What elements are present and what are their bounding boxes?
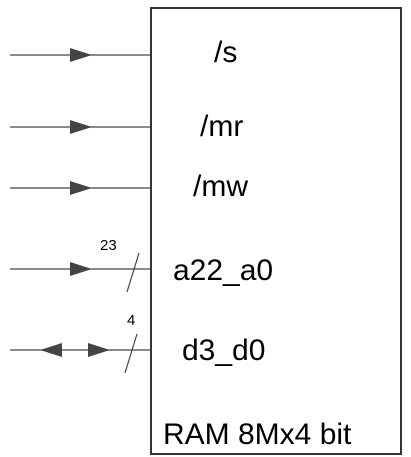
chip-name: RAM 8Mx4 bit <box>163 418 352 451</box>
pin-address-bus: 23 a22_a0 <box>10 237 273 293</box>
bus-slash-icon <box>124 333 138 374</box>
pin-label: d3_d0 <box>182 334 265 367</box>
pin-label: /s <box>214 36 237 69</box>
bidirectional-arrow-right-icon <box>88 343 110 357</box>
pin-label: a22_a0 <box>173 254 273 287</box>
bidirectional-arrow-left-icon <box>40 343 62 357</box>
bus-width-label: 4 <box>127 312 135 329</box>
input-arrow-icon <box>70 262 92 276</box>
pin-mw: /mw <box>10 170 248 203</box>
pin-s: /s <box>10 36 237 69</box>
input-arrow-icon <box>70 120 92 134</box>
input-arrow-icon <box>70 48 92 62</box>
input-arrow-icon <box>70 181 92 195</box>
pin-mr: /mr <box>10 110 243 143</box>
chip-body <box>150 7 402 455</box>
bus-width-label: 23 <box>100 237 117 254</box>
pin-label: /mw <box>193 170 248 203</box>
bus-slash-icon <box>126 252 140 293</box>
pin-label: /mr <box>200 110 243 143</box>
pin-data-bus: 4 d3_d0 <box>10 312 265 374</box>
